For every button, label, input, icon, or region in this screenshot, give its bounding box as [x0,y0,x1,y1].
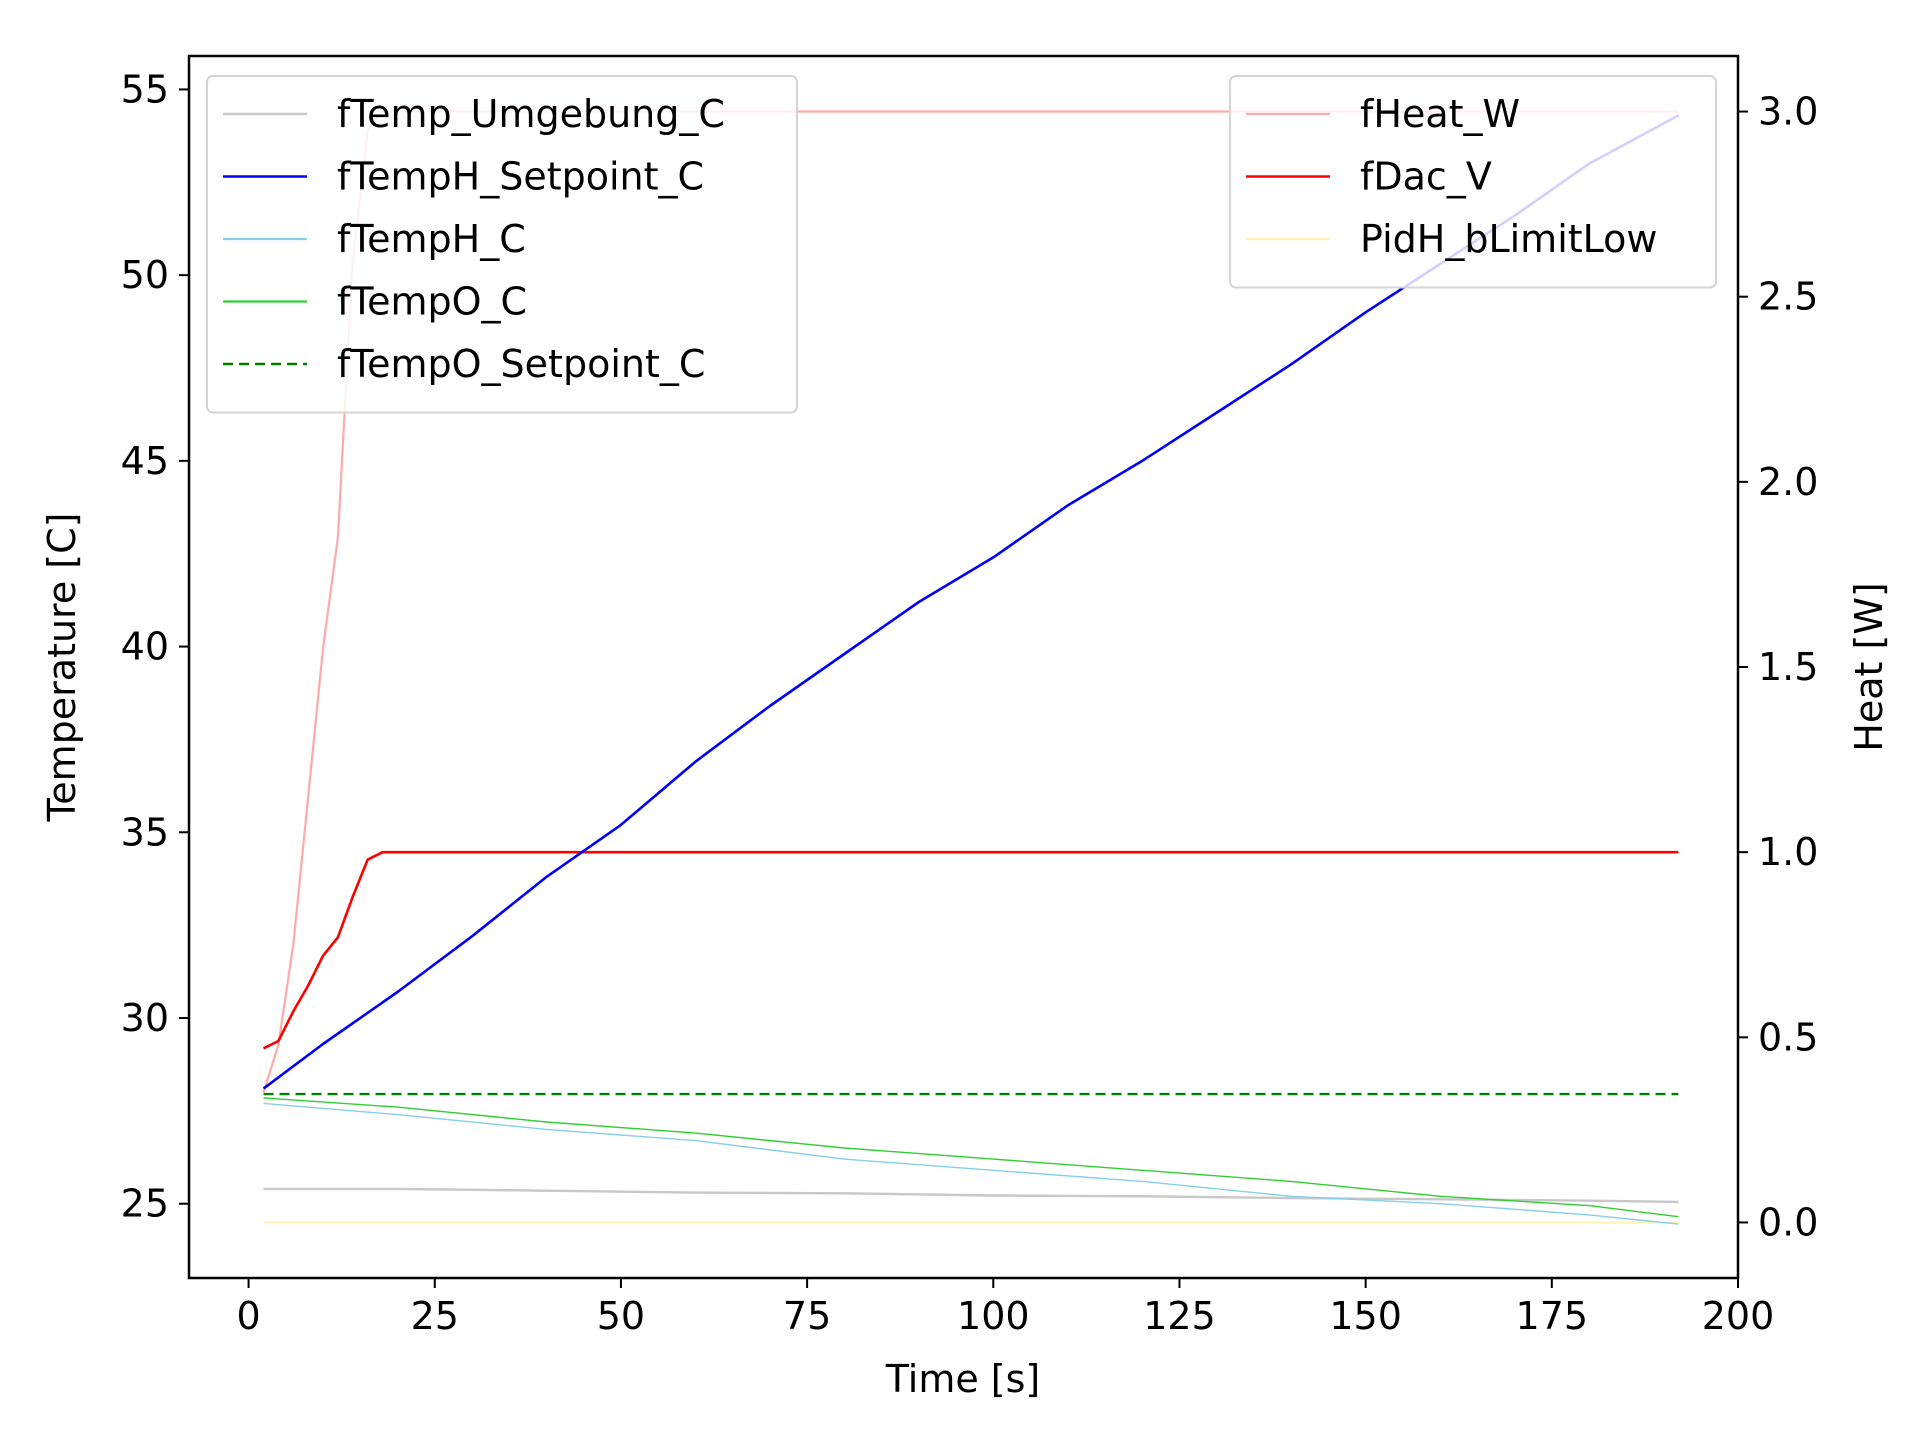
legend-label-ftemph-c: fTempH_C [337,217,526,261]
legend-right: fHeat_W fDac_V PidH_bLimitLow [1229,75,1717,289]
legend-label-fheat-w: fHeat_W [1360,92,1520,136]
legend-label-ftemp-umgebung-c: fTemp_Umgebung_C [337,92,725,136]
y2-tick-label: 1.0 [1758,830,1818,874]
series-line-ftemph-c [263,1102,1679,1225]
x-tick-label: 0 [236,1294,260,1338]
y2-tick-label: 0.0 [1758,1200,1818,1244]
legend-label-pidh-blimitlow: PidH_bLimitLow [1360,217,1658,261]
legend-box [206,75,798,414]
series-line-ftempo-c [263,1097,1679,1218]
axes-layer: 0 25 50 75 100 125 150 175 200 25 30 35 40 45 50 55 0.0 0… [121,67,1819,1338]
y-tick-label: 40 [121,625,169,669]
x-tick-label: 50 [597,1294,645,1338]
y-tick-label: 45 [121,439,169,483]
y2-tick-label: 1.5 [1758,645,1818,689]
legend-label-ftemph-setpoint-c: fTempH_Setpoint_C [337,155,704,199]
x-tick-label: 100 [957,1294,1030,1338]
legend-label-fdac-v: fDac_V [1360,155,1492,199]
y-tick-label: 35 [121,810,169,854]
x-tick-label: 25 [411,1294,459,1338]
x-axis-title: Time [s] [885,1357,1041,1401]
x-tick-label: 125 [1143,1294,1216,1338]
y-tick-label: 25 [121,1182,169,1226]
y2-axis-title: Heat [W] [1847,582,1891,751]
x-tick-label: 175 [1516,1294,1589,1338]
x-tick-label: 150 [1329,1294,1402,1338]
y-axis-title: Temperature [C] [40,513,84,823]
legend-left: fTemp_Umgebung_C fTempH_Setpoint_C fTempH_… [206,75,798,414]
series-line-fdac-v [262,850,1679,1050]
legend-label-ftempo-setpoint-c: fTempO_Setpoint_C [337,342,705,386]
x-tick-label: 75 [783,1294,831,1338]
legend-label-ftempo-c: fTempO_C [337,280,527,324]
y-tick-label: 30 [121,996,169,1040]
x-tick-label: 200 [1702,1294,1775,1338]
y2-tick-label: 2.0 [1758,460,1818,504]
y2-tick-label: 3.0 [1758,90,1818,134]
legend-box [1229,75,1717,289]
y2-tick-label: 0.5 [1758,1015,1818,1059]
y-tick-label: 50 [121,253,169,297]
y-tick-label: 55 [121,67,169,111]
y2-tick-label: 2.5 [1758,275,1818,319]
